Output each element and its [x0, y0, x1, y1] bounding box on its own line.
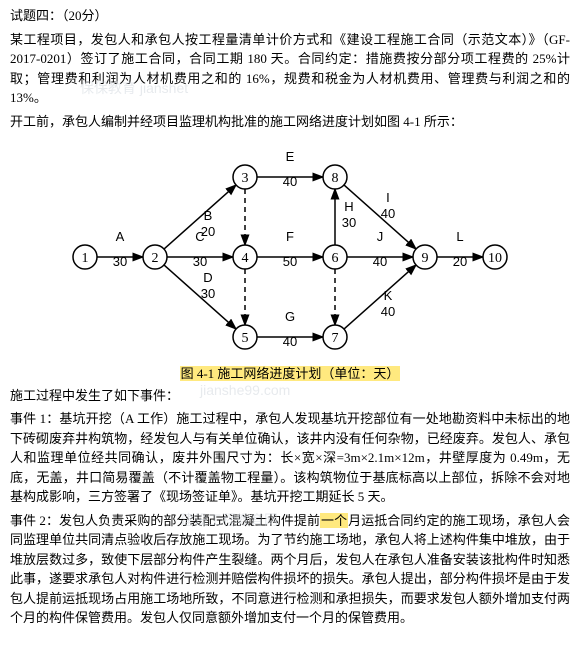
diagram-caption-text: 图 4-1 施工网络进度计划（单位：天）	[180, 366, 401, 381]
svg-text:8: 8	[332, 171, 339, 186]
events-lead: 施工过程中发生了如下事件：	[10, 386, 570, 406]
svg-text:40: 40	[283, 334, 297, 349]
svg-text:40: 40	[373, 254, 387, 269]
svg-text:40: 40	[381, 206, 395, 221]
svg-text:E: E	[286, 149, 295, 164]
event-2-highlight: 一个	[320, 513, 348, 528]
svg-text:9: 9	[422, 251, 429, 266]
svg-text:3: 3	[242, 171, 249, 186]
svg-text:4: 4	[242, 251, 249, 266]
svg-text:G: G	[285, 309, 295, 324]
svg-text:D: D	[203, 270, 212, 285]
event-1: 事件 1：基坑开挖（A 工作）施工过程中，承包人发现基坑开挖部位有一处地勘资料中…	[10, 409, 570, 507]
svg-text:30: 30	[201, 286, 215, 301]
svg-text:I: I	[386, 190, 390, 205]
svg-text:40: 40	[381, 304, 395, 319]
svg-text:30: 30	[193, 254, 207, 269]
svg-text:K: K	[384, 288, 393, 303]
svg-text:B: B	[204, 208, 213, 223]
network-diagram: A30B20C30D30E40F50G40H30I40J40K40L201234…	[10, 137, 570, 384]
diagram-caption: 图 4-1 施工网络进度计划（单位：天）	[180, 364, 401, 384]
question-title: 试题四：（20分）	[10, 6, 570, 26]
svg-text:20: 20	[453, 254, 467, 269]
svg-text:1: 1	[82, 251, 89, 266]
svg-text:J: J	[377, 229, 384, 244]
svg-text:C: C	[195, 229, 204, 244]
svg-text:40: 40	[283, 174, 297, 189]
svg-text:50: 50	[283, 254, 297, 269]
svg-text:A: A	[116, 229, 125, 244]
event-2: 事件 2：发包人负责采购的部分装配式混凝土构件提前一个月运抵合同约定的施工现场，…	[10, 511, 570, 628]
event-2-a: 事件 2：发包人负责采购的部分装配式混凝土构件提前	[10, 513, 320, 528]
svg-text:L: L	[456, 229, 463, 244]
intro-paragraph-2: 开工前，承包人编制并经项目监理机构批准的施工网络进度计划如图 4-1 所示：	[10, 112, 570, 132]
svg-text:6: 6	[332, 251, 339, 266]
svg-text:30: 30	[342, 215, 356, 230]
svg-text:10: 10	[488, 251, 502, 266]
event-2-b: 月运抵合同约定的施工现场，承包人会同监理单位共同清点验收后存放施工现场。为了节约…	[10, 513, 570, 626]
svg-text:2: 2	[152, 251, 159, 266]
network-svg: A30B20C30D30E40F50G40H30I40J40K40L201234…	[45, 137, 535, 362]
intro-paragraph-1: 某工程项目，发包人和承包人按工程量清单计价方式和《建设工程施工合同（示范文本）》…	[10, 30, 570, 108]
svg-text:H: H	[344, 199, 353, 214]
svg-text:F: F	[286, 229, 294, 244]
svg-text:7: 7	[332, 331, 339, 346]
svg-text:30: 30	[113, 254, 127, 269]
svg-text:5: 5	[242, 331, 249, 346]
